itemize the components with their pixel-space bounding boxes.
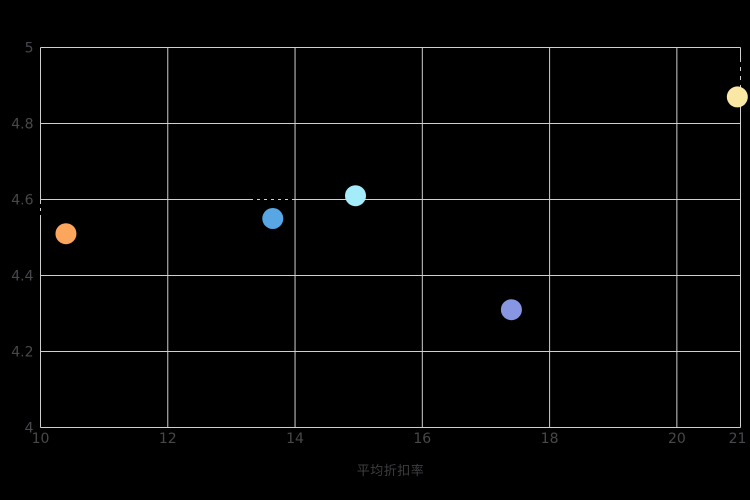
x-tick-label: 16: [413, 431, 431, 447]
y-tick-label: 5: [25, 41, 34, 57]
x-tick-label: 10: [32, 431, 50, 447]
data-point-light-cyan: [345, 185, 366, 207]
data-point-periwinkle: [500, 299, 522, 321]
y-tick-label: 4: [25, 421, 34, 437]
y-tick-label: 4.4: [11, 269, 33, 285]
x-tick-label: 14: [286, 431, 304, 447]
y-tick-label: 4.6: [11, 193, 33, 209]
x-tick-label: 18: [541, 431, 559, 447]
x-tick-label: 21: [729, 431, 747, 447]
data-point-orange: [55, 223, 77, 245]
y-tick-label: 4.8: [11, 117, 33, 133]
data-point-pale-yellow: [726, 86, 748, 108]
data-point-blue: [262, 208, 284, 229]
y-tick-label: 4.2: [11, 345, 33, 361]
x-tick-label: 12: [159, 431, 177, 447]
x-tick-label: 20: [668, 431, 686, 447]
x-axis-title: 平均折扣率: [356, 464, 425, 479]
